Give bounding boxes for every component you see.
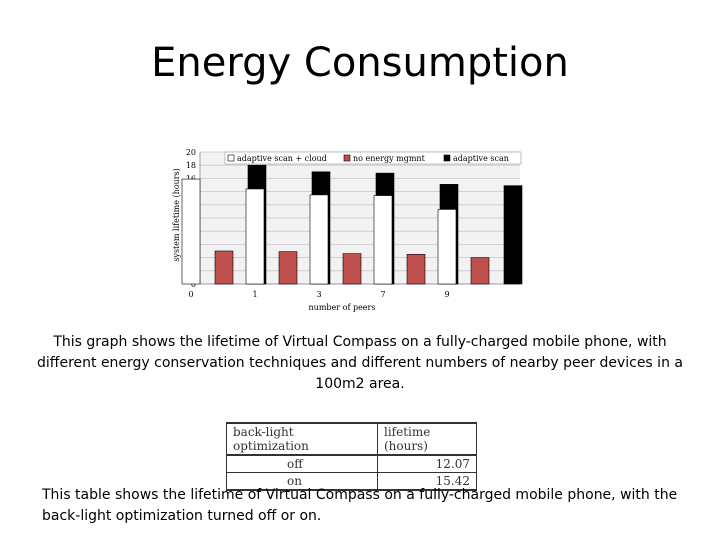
bar [503,185,523,285]
bar [309,194,329,285]
table-caption: This table shows the lifetime of Virtual… [42,487,678,524]
x-axis-label: number of peers [309,303,376,312]
table-cell-label: on [226,472,378,491]
legend-entry: no energy mgmnt [353,154,426,163]
bar [181,178,201,285]
bar [406,254,426,285]
bar [437,209,457,285]
chart-caption: This graph shows the lifetime of Virtual… [37,334,683,392]
table-header-optimization: back-light optimization [226,422,378,456]
x-tick-label: 1 [252,290,257,299]
table-cell-value: 12.07 [377,454,477,473]
bar [342,253,362,285]
table-cell-value: 15.42 [377,472,477,491]
x-tick-label: 0 [188,290,193,299]
bar [470,257,490,285]
bar-chart-svg: 0246810121416182001379number of peerssys… [172,148,523,312]
bar [373,195,393,285]
x-tick-label: 9 [444,290,449,299]
legend-swatch [343,154,351,162]
y-tick-label: 0 [191,280,196,289]
lifetime-table-wrap: back-light optimization lifetime (hours)… [226,422,477,491]
lifetime-table: back-light optimization lifetime (hours)… [226,422,477,491]
table-header-lifetime: lifetime (hours) [377,422,477,456]
x-tick-label: 3 [316,290,321,299]
table-row: off 12.07 [226,454,477,473]
table-cell-label: off [226,454,378,473]
x-tick-label: 7 [380,290,385,299]
y-axis-label: system lifetime (hours) [172,168,181,262]
legend-swatch [443,154,451,162]
y-tick-label: 20 [186,148,196,157]
legend-swatch [227,154,235,162]
bar [214,250,234,285]
y-tick-label: 18 [186,161,196,170]
table-header-row: back-light optimization lifetime (hours) [226,422,477,456]
legend-entry: adaptive scan + cloud [237,154,327,163]
slide-title: Energy Consumption [151,40,569,86]
bar-chart: 0246810121416182001379number of peerssys… [168,146,524,318]
legend-entry: adaptive scan [453,154,509,163]
bar [278,251,298,285]
bar [245,188,265,285]
table-row: on 15.42 [226,472,477,491]
